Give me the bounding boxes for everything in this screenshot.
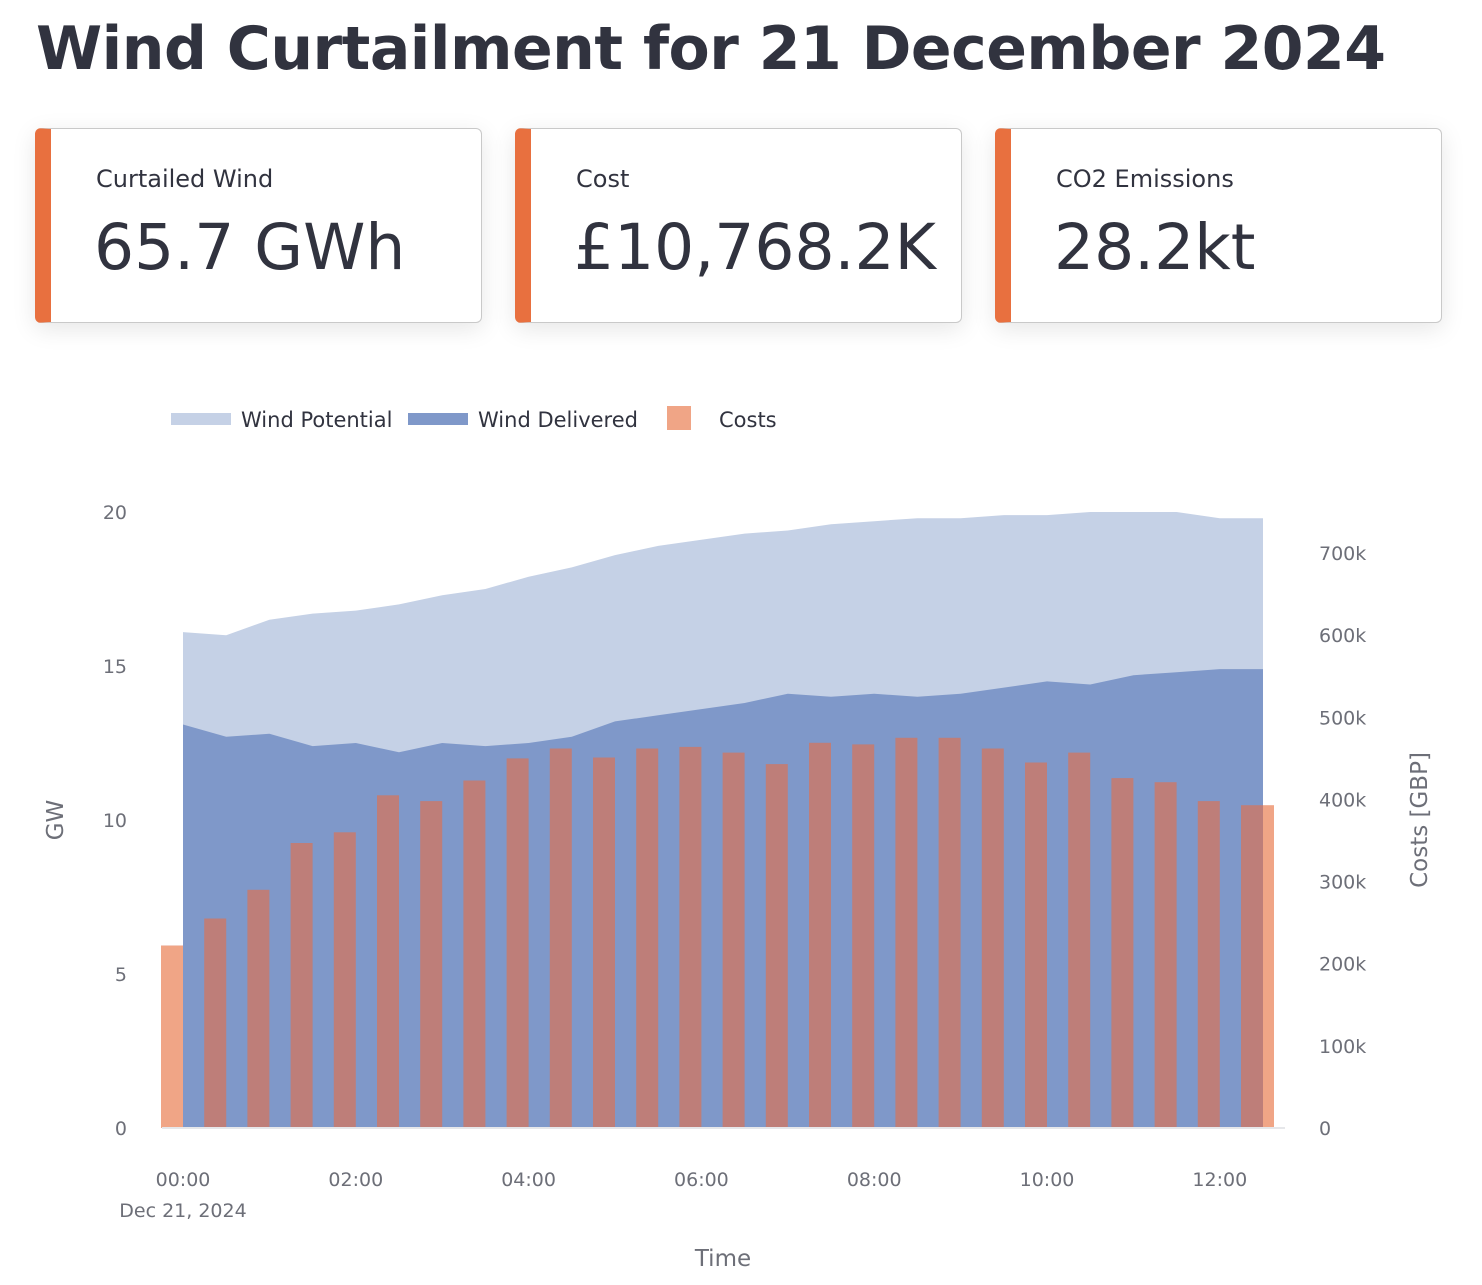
metric-card-co2-emissions: CO2 Emissions 28.2kt [995, 128, 1442, 323]
metric-label: Cost [576, 165, 630, 193]
y-left-axis-title: GW [43, 800, 69, 841]
x-axis-title: Time [694, 1246, 751, 1272]
x-tick-label: 10:00 [1020, 1169, 1075, 1191]
y-right-tick-label: 700k [1319, 543, 1366, 565]
y-left-tick-label: 0 [115, 1118, 127, 1140]
x-tick-label: 00:00 [156, 1169, 211, 1191]
y-left-tick-label: 10 [103, 810, 127, 832]
cost-bar[interactable] [679, 746, 702, 1128]
metric-value: 65.7 GWh [94, 211, 406, 284]
metric-card-curtailed-wind: Curtailed Wind 65.7 GWh [35, 128, 482, 323]
chart-legend: Wind Potential Wind Delivered Costs [171, 406, 777, 432]
y-right-tick-label: 500k [1319, 707, 1366, 729]
x-tick-label: 02:00 [328, 1169, 383, 1191]
plot-area [161, 512, 1285, 1129]
y-right-tick-label: 200k [1319, 954, 1366, 976]
metric-card-cost: Cost £10,768.2K [515, 128, 962, 323]
cost-bar[interactable] [420, 801, 443, 1128]
y-left-tick-label: 20 [103, 502, 127, 524]
y-right-tick-label: 600k [1319, 625, 1366, 647]
cost-bar[interactable] [852, 744, 875, 1128]
cost-bar[interactable] [377, 795, 399, 1128]
x-date-label: Dec 21, 2024 [119, 1200, 246, 1222]
y-right-tick-label: 0 [1319, 1118, 1331, 1140]
cost-bar[interactable] [593, 757, 615, 1129]
cost-bar-edge [1263, 805, 1274, 1128]
x-tick-label: 08:00 [847, 1169, 902, 1191]
y-right-tick-label: 300k [1319, 872, 1366, 894]
cost-bar[interactable] [1025, 762, 1047, 1129]
y-right-axis-title: Costs [GBP] [1407, 752, 1433, 888]
metric-label: Curtailed Wind [96, 165, 274, 193]
metric-value: 28.2kt [1054, 211, 1256, 284]
cost-bar[interactable] [333, 832, 356, 1128]
y-right-tick-labels: 0 100k 200k 300k 400k 500k 600k 700k [1319, 543, 1366, 1140]
cost-bar[interactable] [1068, 752, 1091, 1128]
cost-bar[interactable] [722, 752, 745, 1128]
cost-bar[interactable] [938, 737, 961, 1128]
cost-bar[interactable] [636, 748, 659, 1129]
cost-bars [161, 737, 1274, 1129]
cost-bar[interactable] [549, 748, 572, 1129]
cost-bar[interactable] [1154, 782, 1177, 1128]
page-title: Wind Curtailment for 21 December 2024 [36, 14, 1386, 84]
cost-bar-edge [161, 945, 183, 1128]
x-tick-label: 06:00 [674, 1169, 729, 1191]
cost-bar[interactable] [1197, 801, 1220, 1128]
cost-bar[interactable] [506, 758, 529, 1128]
y-right-tick-label: 400k [1319, 789, 1366, 811]
cost-bar[interactable] [1241, 805, 1263, 1128]
wind-curtailment-chart: Wind Potential Wind Delivered Costs 0 5 10… [43, 406, 1433, 1272]
legend-label-wind-delivered[interactable]: Wind Delivered [478, 408, 638, 432]
cost-bar[interactable] [765, 764, 788, 1128]
legend-label-wind-potential[interactable]: Wind Potential [241, 408, 392, 432]
cost-bar[interactable] [463, 780, 486, 1129]
cost-bar[interactable] [247, 889, 270, 1128]
cost-bar[interactable] [290, 843, 313, 1128]
legend-swatch-wind-potential[interactable] [171, 413, 231, 425]
y-left-tick-labels: 0 5 10 15 20 [103, 502, 127, 1140]
x-tick-labels: 00:00 02:00 04:00 06:00 08:00 10:00 12:00 [156, 1169, 1248, 1191]
cost-bar[interactable] [981, 748, 1004, 1129]
legend-swatch-wind-delivered[interactable] [408, 413, 468, 425]
cost-bar[interactable] [809, 742, 831, 1129]
y-left-tick-label: 5 [115, 964, 127, 986]
metric-label: CO2 Emissions [1056, 165, 1234, 193]
legend-label-costs[interactable]: Costs [719, 408, 777, 432]
cost-bar[interactable] [204, 918, 227, 1129]
cost-bar[interactable] [1111, 778, 1134, 1128]
y-right-tick-label: 100k [1319, 1036, 1366, 1058]
x-tick-label: 12:00 [1192, 1169, 1247, 1191]
y-left-tick-label: 15 [103, 656, 127, 678]
cost-bar[interactable] [895, 737, 918, 1128]
metric-value: £10,768.2K [574, 211, 936, 284]
x-tick-label: 04:00 [501, 1169, 556, 1191]
legend-swatch-costs[interactable] [667, 406, 691, 430]
